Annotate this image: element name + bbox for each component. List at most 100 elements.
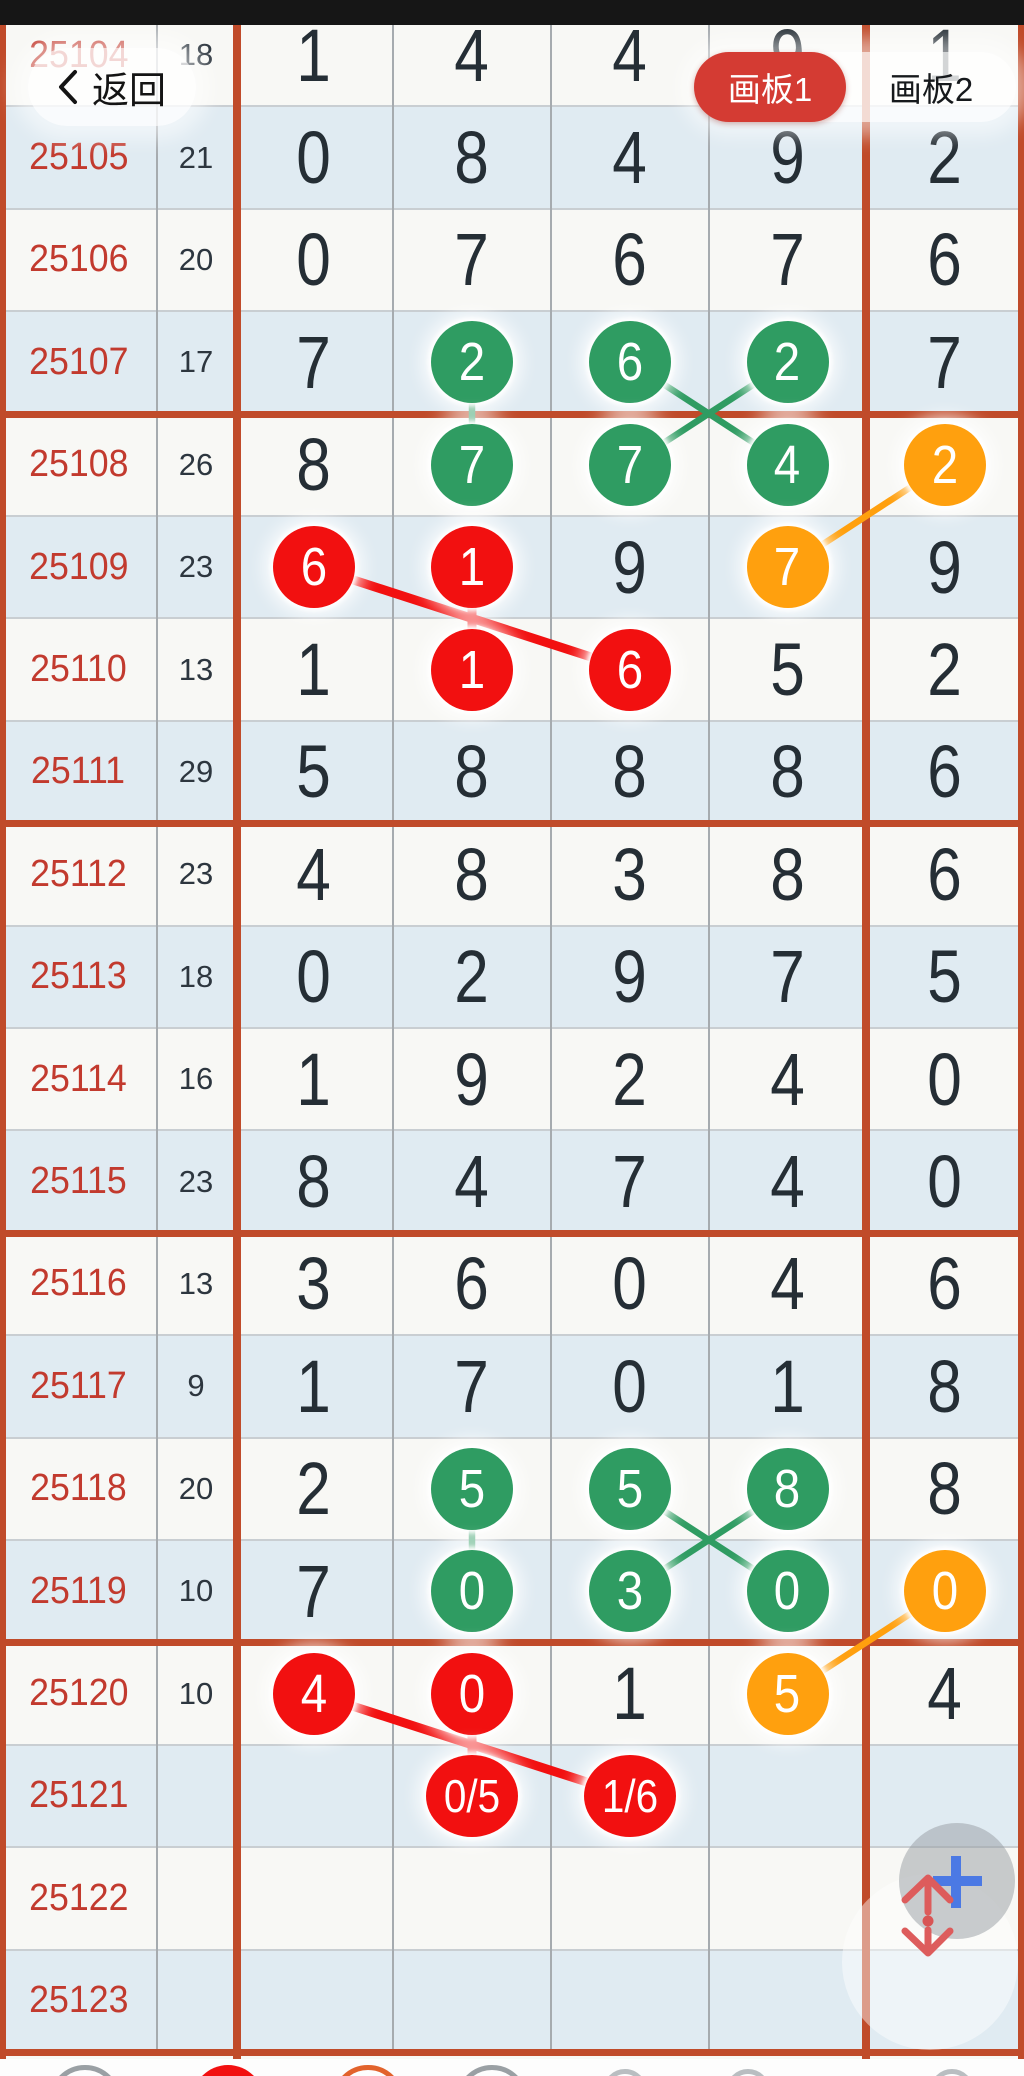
marked-digit-green[interactable]: 5 bbox=[589, 1447, 671, 1530]
table-row: 25106 20 0 7 6 7 6 bbox=[0, 208, 1024, 312]
marked-digit-red[interactable]: 6 bbox=[589, 628, 671, 711]
circle-gray-icon[interactable] bbox=[456, 2065, 528, 2076]
board1-button[interactable]: 画板1 bbox=[694, 52, 846, 122]
marked-digit-green[interactable]: 6 bbox=[589, 321, 671, 404]
digit-cell: 6 bbox=[927, 730, 963, 814]
row-issue: 25105 bbox=[28, 136, 129, 179]
marked-digit-green[interactable]: 2 bbox=[746, 321, 829, 404]
marked-digit-green[interactable]: 4 bbox=[746, 423, 829, 506]
digit-cell: 2 bbox=[296, 1447, 332, 1531]
row-separator bbox=[0, 207, 1024, 210]
marked-digit-green[interactable]: 3 bbox=[589, 1550, 671, 1633]
circle-orange-icon[interactable] bbox=[332, 2065, 404, 2076]
row-miss-count: 23 bbox=[178, 1163, 214, 1199]
frame-line bbox=[0, 4, 6, 2059]
row-issue: 25109 bbox=[28, 545, 129, 588]
marked-digit-orange[interactable]: 7 bbox=[746, 526, 829, 609]
digit-cell: 7 bbox=[770, 935, 805, 1019]
column-separator bbox=[550, 4, 552, 2052]
row-miss-count: 16 bbox=[178, 1061, 214, 1097]
marked-digit-orange[interactable]: 0 bbox=[904, 1550, 986, 1633]
column-separator bbox=[708, 4, 710, 2052]
row-issue: 25114 bbox=[30, 1057, 127, 1100]
row-separator bbox=[0, 1436, 1024, 1439]
row-separator bbox=[0, 719, 1024, 722]
digit-cell: 1 bbox=[296, 1344, 332, 1428]
circle-gray-icon[interactable] bbox=[49, 2065, 121, 2076]
digit-cell: 8 bbox=[296, 1140, 332, 1224]
marked-digit-green[interactable]: 0 bbox=[431, 1550, 513, 1633]
row-issue: 25108 bbox=[28, 443, 129, 486]
row-separator bbox=[0, 924, 1024, 927]
digit-cell: 0 bbox=[927, 1140, 963, 1224]
glyph-icon[interactable] bbox=[603, 2069, 647, 2076]
row-issue: 25119 bbox=[30, 1569, 127, 1612]
glyph-icon[interactable] bbox=[726, 2069, 770, 2076]
board2-button[interactable]: 画板2 bbox=[846, 52, 1016, 122]
row-miss-count: 23 bbox=[178, 549, 214, 585]
marked-digit-green[interactable]: 5 bbox=[431, 1447, 513, 1530]
digit-cell: 1 bbox=[296, 628, 332, 712]
table-row: 25114 16 1 9 2 4 0 bbox=[0, 1028, 1024, 1131]
row-miss-count: 13 bbox=[178, 651, 214, 687]
marked-digit-red[interactable]: 6 bbox=[273, 526, 355, 609]
digit-cell: 7 bbox=[296, 1549, 332, 1633]
digit-cell: 9 bbox=[612, 525, 648, 609]
digit-cell: 4 bbox=[296, 832, 332, 916]
row-issue: 25120 bbox=[28, 1672, 129, 1715]
bottom-toolbar bbox=[0, 2059, 1024, 2076]
marked-digit-red[interactable]: 1 bbox=[431, 628, 513, 711]
digit-cell: 3 bbox=[296, 1242, 332, 1326]
digit-cell: 8 bbox=[454, 832, 490, 916]
table-row: 25113 18 0 2 9 7 5 bbox=[0, 925, 1024, 1028]
row-issue: 25106 bbox=[28, 238, 129, 281]
digit-cell: 4 bbox=[770, 1037, 805, 1121]
marked-digit-orange[interactable]: 5 bbox=[746, 1652, 829, 1735]
table-row: 25108 26 8 bbox=[0, 413, 1024, 516]
row-separator bbox=[0, 105, 1024, 108]
column-separator bbox=[156, 4, 158, 2052]
row-issue: 25107 bbox=[28, 340, 129, 383]
marked-digit-red[interactable]: 1/6 bbox=[584, 1755, 676, 1837]
digit-cell: 2 bbox=[454, 935, 490, 1019]
row-miss-count: 10 bbox=[178, 1675, 214, 1711]
marked-digit-red[interactable]: 4 bbox=[273, 1652, 355, 1735]
row-issue: 25116 bbox=[30, 1262, 127, 1305]
circle-red-icon[interactable] bbox=[192, 2065, 264, 2076]
digit-cell: 7 bbox=[296, 320, 332, 404]
marked-digit-green[interactable]: 2 bbox=[431, 321, 513, 404]
marked-digit-green[interactable]: 8 bbox=[746, 1447, 829, 1530]
back-button[interactable]: 返回 bbox=[28, 48, 196, 126]
row-issue: 25122 bbox=[28, 1876, 129, 1919]
top-black-bar bbox=[0, 0, 1024, 25]
digit-cell: 6 bbox=[927, 832, 963, 916]
marked-digit-red[interactable]: 0/5 bbox=[426, 1755, 518, 1837]
board-switcher: 画板1 画板2 bbox=[694, 52, 1016, 122]
digit-cell: 0 bbox=[296, 218, 332, 302]
marked-digit-green[interactable]: 7 bbox=[589, 423, 671, 506]
digit-cell: 4 bbox=[770, 1140, 805, 1224]
digit-cell: 5 bbox=[770, 628, 805, 712]
digit-cell: 5 bbox=[296, 730, 332, 814]
row-separator bbox=[0, 1948, 1024, 1951]
digit-cell: 1 bbox=[296, 13, 332, 97]
digit-cell: 7 bbox=[454, 218, 490, 302]
group-separator bbox=[0, 1229, 1024, 1237]
table-row: 25122 bbox=[0, 1847, 1024, 1950]
row-miss-count: 23 bbox=[178, 856, 214, 892]
group-separator bbox=[0, 820, 1024, 828]
table-row: 25112 23 4 8 3 8 6 bbox=[0, 823, 1024, 926]
marked-digit-red[interactable]: 1 bbox=[431, 526, 513, 609]
row-miss-count: 18 bbox=[178, 958, 214, 994]
row-issue: 25110 bbox=[30, 648, 127, 691]
digit-cell: 6 bbox=[927, 1242, 963, 1326]
position-tool-icon[interactable] bbox=[872, 1820, 1024, 1980]
marked-digit-orange[interactable]: 2 bbox=[904, 423, 986, 506]
marked-digit-red[interactable]: 0 bbox=[431, 1652, 513, 1735]
marked-digit-green[interactable]: 0 bbox=[746, 1550, 829, 1633]
glyph-icon[interactable] bbox=[930, 2069, 974, 2076]
marked-digit-green[interactable]: 7 bbox=[431, 423, 513, 506]
digit-cell: 0 bbox=[612, 1344, 648, 1428]
digit-cell: 8 bbox=[927, 1344, 963, 1428]
